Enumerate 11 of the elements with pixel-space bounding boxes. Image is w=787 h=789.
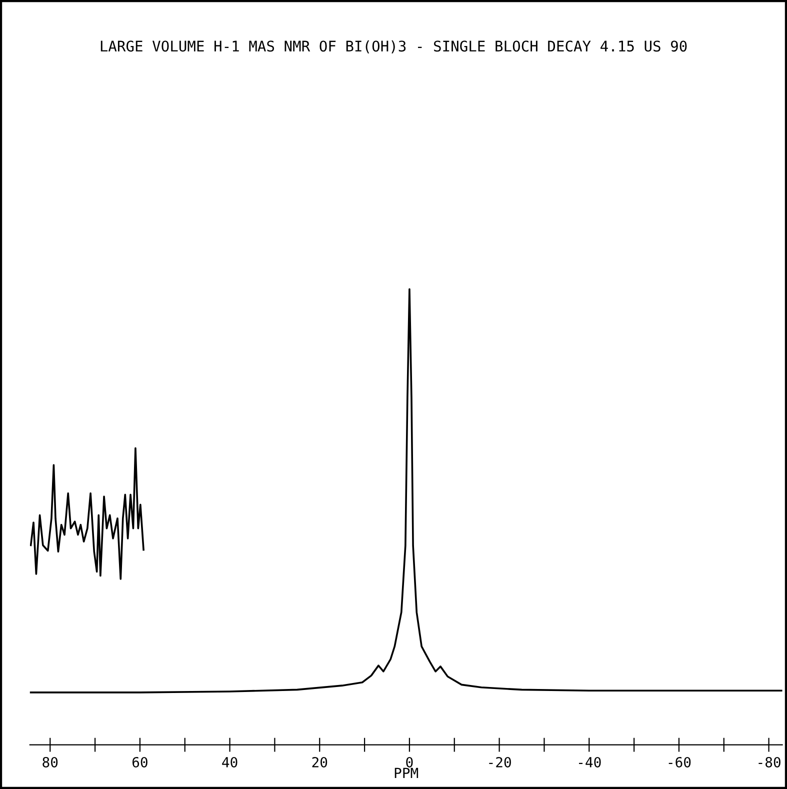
x-tick-label: 40 (222, 756, 238, 768)
x-axis-title: PPM (394, 768, 418, 778)
x-tick-label: 60 (132, 756, 148, 768)
x-tick-label: -80 (758, 756, 780, 768)
x-tick-label: -40 (579, 756, 601, 768)
x-tick-label: -20 (489, 756, 511, 768)
x-tick-label: 0 (406, 756, 413, 768)
chart-title: LARGE VOLUME H-1 MAS NMR OF BI(OH)3 - SINGLE BLOCH DECAY 4.15 US 90 (100, 40, 687, 54)
x-tick-label: -60 (668, 756, 691, 768)
x-tick-label: 80 (42, 756, 58, 768)
x-tick-label: 20 (312, 756, 328, 768)
